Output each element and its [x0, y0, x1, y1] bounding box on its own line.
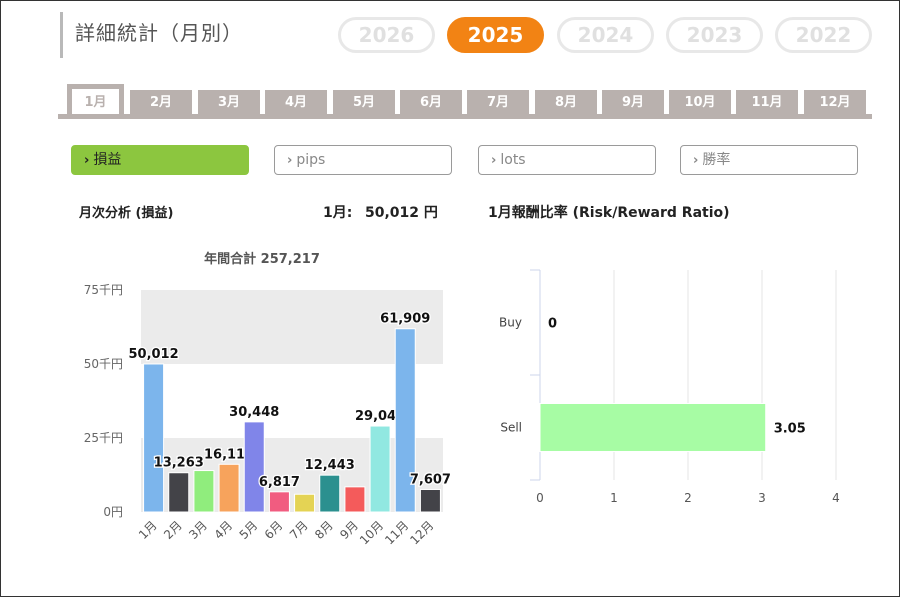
x-tick-label: 11月 — [382, 518, 411, 547]
filter-pips-button[interactable]: › pips — [274, 145, 452, 175]
bar-sell — [539, 403, 767, 452]
category-label: Buy — [499, 316, 522, 330]
plot-band — [141, 290, 443, 364]
x-tick-label: 4月 — [211, 518, 235, 542]
month-tab-12[interactable]: 12月 — [804, 90, 866, 115]
month-tab-8[interactable]: 8月 — [535, 90, 597, 115]
x-tick-label: 1 — [610, 491, 618, 505]
chevron-right-icon: › — [693, 153, 699, 168]
month-tab-1[interactable]: 1月 — [67, 84, 124, 119]
y-tick-label: 75千円 — [84, 283, 123, 297]
x-tick-label: 6月 — [262, 518, 286, 542]
y-tick-label: 50千円 — [84, 357, 123, 371]
year-tab-2024[interactable]: 2024 — [557, 17, 654, 53]
month-tab-5[interactable]: 5月 — [333, 90, 395, 115]
filter-label: 損益 — [93, 152, 122, 168]
current-month-label: 1月: — [323, 205, 353, 221]
chevron-right-icon: › — [491, 153, 497, 168]
x-tick-label: 3月 — [186, 518, 210, 542]
data-label: 6,817 — [259, 475, 300, 490]
data-label: 61,909 — [380, 312, 430, 327]
month-tabs-underline — [58, 114, 872, 119]
y-tick-label: 0円 — [103, 505, 123, 519]
bar-7月 — [294, 493, 316, 513]
plot-band — [141, 438, 443, 512]
bar-5月 — [243, 421, 265, 513]
bar-11月 — [394, 328, 416, 513]
x-tick-label: 1月 — [136, 518, 160, 542]
bar-10月 — [369, 425, 391, 513]
monthly-analysis-heading: 月次分析 (損益) — [79, 206, 174, 221]
x-tick-label: 2月 — [161, 518, 185, 542]
title-bar: 詳細統計（月別） — [60, 12, 243, 58]
x-tick-label: 12月 — [407, 518, 436, 547]
rr-heading: 1月報酬比率 (Risk/Reward Ratio) — [488, 205, 730, 221]
page-title: 詳細統計（月別） — [75, 21, 243, 45]
month-tab-10[interactable]: 10月 — [669, 90, 731, 115]
bar-9月 — [344, 486, 366, 513]
filter-label: 勝率 — [702, 152, 731, 168]
data-label: 29,041 — [355, 409, 405, 424]
data-label: 16,115 — [204, 447, 254, 462]
chevron-right-icon: › — [84, 153, 90, 168]
month-tab-11[interactable]: 11月 — [736, 90, 798, 115]
month-tab-9[interactable]: 9月 — [602, 90, 664, 115]
bar-8月 — [319, 474, 341, 513]
x-tick-label: 2 — [684, 491, 692, 505]
filter-pl-button[interactable]: › 損益 — [71, 145, 249, 175]
x-tick-label: 0 — [536, 491, 544, 505]
risk-reward-chart: 0 1 2 3 4 Buy 0 Sell 3.05 — [499, 269, 840, 505]
bar-4月 — [218, 463, 240, 513]
x-tick-label: 5月 — [237, 518, 261, 542]
x-tick-label: 8月 — [312, 518, 336, 542]
month-tab-4[interactable]: 4月 — [265, 90, 327, 115]
category-label: Sell — [500, 421, 522, 435]
filter-winrate-button[interactable]: › 勝率 — [680, 145, 858, 175]
x-tick-label: 4 — [832, 491, 840, 505]
bar-3月 — [193, 470, 215, 513]
filter-lots-button[interactable]: › lots — [478, 145, 656, 175]
bar-12月 — [419, 488, 441, 513]
year-tab-2026[interactable]: 2026 — [338, 17, 435, 53]
filter-label: lots — [500, 152, 526, 168]
bar-2月 — [168, 472, 190, 513]
y-tick-label: 25千円 — [84, 431, 123, 445]
data-label: 12,443 — [305, 458, 355, 473]
chart-title: 年間合計 257,217 — [204, 251, 320, 267]
data-label: 13,263 — [154, 456, 204, 471]
x-tick-label: 7月 — [287, 518, 311, 542]
data-label: 3.05 — [774, 422, 806, 437]
month-tab-7[interactable]: 7月 — [467, 90, 529, 115]
chevron-right-icon: › — [287, 153, 293, 168]
year-tab-2025[interactable]: 2025 — [447, 17, 544, 53]
monthly-pl-chart: 0円 25千円 50千円 75千円 年間合計 257,217 50,012 1月 13,263… — [84, 251, 453, 547]
data-label: 7,607 — [410, 472, 451, 487]
bar-6月 — [268, 491, 290, 513]
year-tab-2022[interactable]: 2022 — [775, 17, 872, 53]
month-tab-6[interactable]: 6月 — [400, 90, 462, 115]
x-tick-label: 10月 — [357, 518, 386, 547]
data-label: 30,448 — [229, 405, 279, 420]
month-tab-2[interactable]: 2月 — [130, 90, 192, 115]
data-label: 50,012 — [128, 347, 178, 362]
data-label: 0 — [548, 317, 557, 332]
filter-label: pips — [296, 152, 326, 168]
bar-1月 — [143, 363, 165, 513]
x-tick-label: 3 — [758, 491, 766, 505]
year-tab-2023[interactable]: 2023 — [666, 17, 763, 53]
current-month-value: 50,012 円 — [365, 205, 438, 221]
month-tab-3[interactable]: 3月 — [198, 90, 260, 115]
